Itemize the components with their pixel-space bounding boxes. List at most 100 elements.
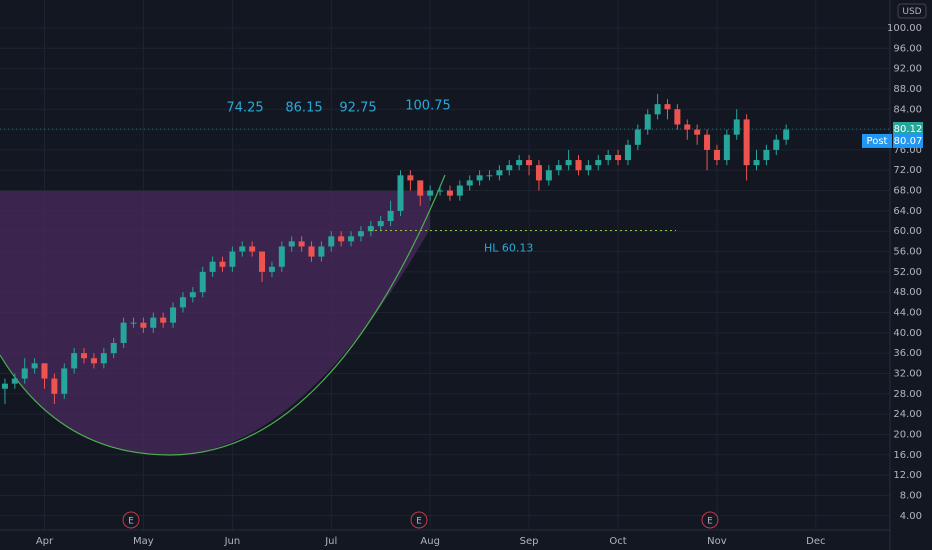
currency-box[interactable] (897, 3, 927, 19)
candle-body (189, 292, 196, 298)
candle-body (496, 170, 503, 176)
candle-body (456, 185, 463, 196)
y-tick-label: 32.00 (893, 368, 922, 379)
candle (565, 149, 572, 171)
candle (397, 170, 404, 216)
candle (644, 109, 651, 135)
candle-body (278, 246, 285, 267)
y-tick-label: 68.00 (893, 186, 922, 197)
y-tick-label: 24.00 (893, 409, 922, 420)
candle (150, 312, 157, 333)
earnings-circle (701, 511, 719, 529)
earnings-text: E (128, 517, 134, 527)
candle (684, 119, 691, 140)
last-price-label: 80.12 (894, 124, 923, 135)
candle-body (249, 246, 256, 252)
candle (516, 154, 523, 171)
y-tick-label: 28.00 (893, 389, 922, 400)
candle (713, 144, 720, 166)
candle-body (338, 236, 345, 242)
candle-body (61, 368, 68, 394)
candle-body (565, 160, 572, 166)
y-tick-label: 4.00 (900, 511, 922, 522)
candles (1, 94, 790, 404)
candle-body (387, 210, 394, 222)
candle (753, 149, 760, 171)
candle (1, 378, 8, 404)
candle (357, 226, 364, 242)
candle (278, 241, 285, 272)
candle (219, 256, 226, 272)
candle-body (516, 160, 523, 166)
earnings-marker[interactable]: E (701, 511, 719, 529)
candle (199, 266, 206, 298)
candle-body (1, 383, 8, 389)
earnings-marker[interactable]: E (410, 511, 428, 529)
candle (21, 358, 28, 384)
annotation: 86.15 (285, 101, 322, 116)
candle (535, 160, 542, 191)
candle-body (526, 160, 533, 166)
y-tick-label: 64.00 (893, 206, 922, 217)
candle (110, 337, 117, 359)
candle (61, 363, 68, 399)
candle-body (150, 317, 157, 328)
candle (268, 261, 275, 277)
candle (674, 104, 681, 130)
y-tick-label: 56.00 (893, 247, 922, 258)
candle-body (466, 180, 473, 186)
candle-body (624, 144, 631, 161)
candle (624, 139, 631, 166)
candle (338, 231, 345, 247)
candle-body (268, 266, 275, 272)
candle-body (506, 165, 513, 171)
y-tick-label: 44.00 (893, 308, 922, 319)
candle-body (694, 129, 701, 135)
candle (130, 317, 137, 328)
candle (763, 144, 770, 166)
y-tick-label: 52.00 (893, 267, 922, 278)
candle-body (120, 322, 127, 344)
candle (545, 165, 552, 186)
earnings-marker[interactable]: E (122, 511, 140, 529)
candle (348, 231, 355, 247)
candle-body (634, 129, 641, 145)
candle (427, 185, 434, 201)
candle-body (259, 251, 266, 272)
candle (189, 287, 196, 303)
candle-body (605, 154, 612, 161)
candle-body (753, 160, 760, 166)
candle-body (437, 190, 444, 192)
candle (723, 129, 730, 166)
y-tick-label: 20.00 (893, 429, 922, 440)
candle (704, 129, 711, 171)
y-tick-label: 8.00 (900, 490, 922, 501)
x-tick-label: Aug (420, 536, 440, 547)
y-tick-label: 40.00 (893, 328, 922, 339)
last-price-box (893, 121, 923, 136)
candle-body (41, 363, 48, 379)
y-tick-label: 92.00 (893, 64, 922, 75)
candle-body (555, 165, 562, 171)
candle (733, 109, 740, 140)
currency: USD (902, 7, 921, 17)
candle (229, 246, 236, 272)
candle-body (713, 149, 720, 161)
candle (31, 358, 38, 374)
candle-body (130, 322, 137, 324)
candle-body (308, 246, 315, 257)
candle (100, 348, 107, 369)
candle (605, 149, 612, 166)
candle-body (684, 124, 691, 130)
candle-body (743, 119, 750, 166)
candle-body (11, 378, 18, 384)
candle (773, 134, 780, 155)
candle-body (407, 175, 414, 181)
candle-body (575, 160, 582, 171)
post-tag-box (862, 133, 892, 148)
y-tick-label: 48.00 (893, 287, 922, 298)
candle-body (397, 175, 404, 211)
candle-body (704, 134, 711, 150)
x-tick-label: Jun (224, 536, 241, 547)
